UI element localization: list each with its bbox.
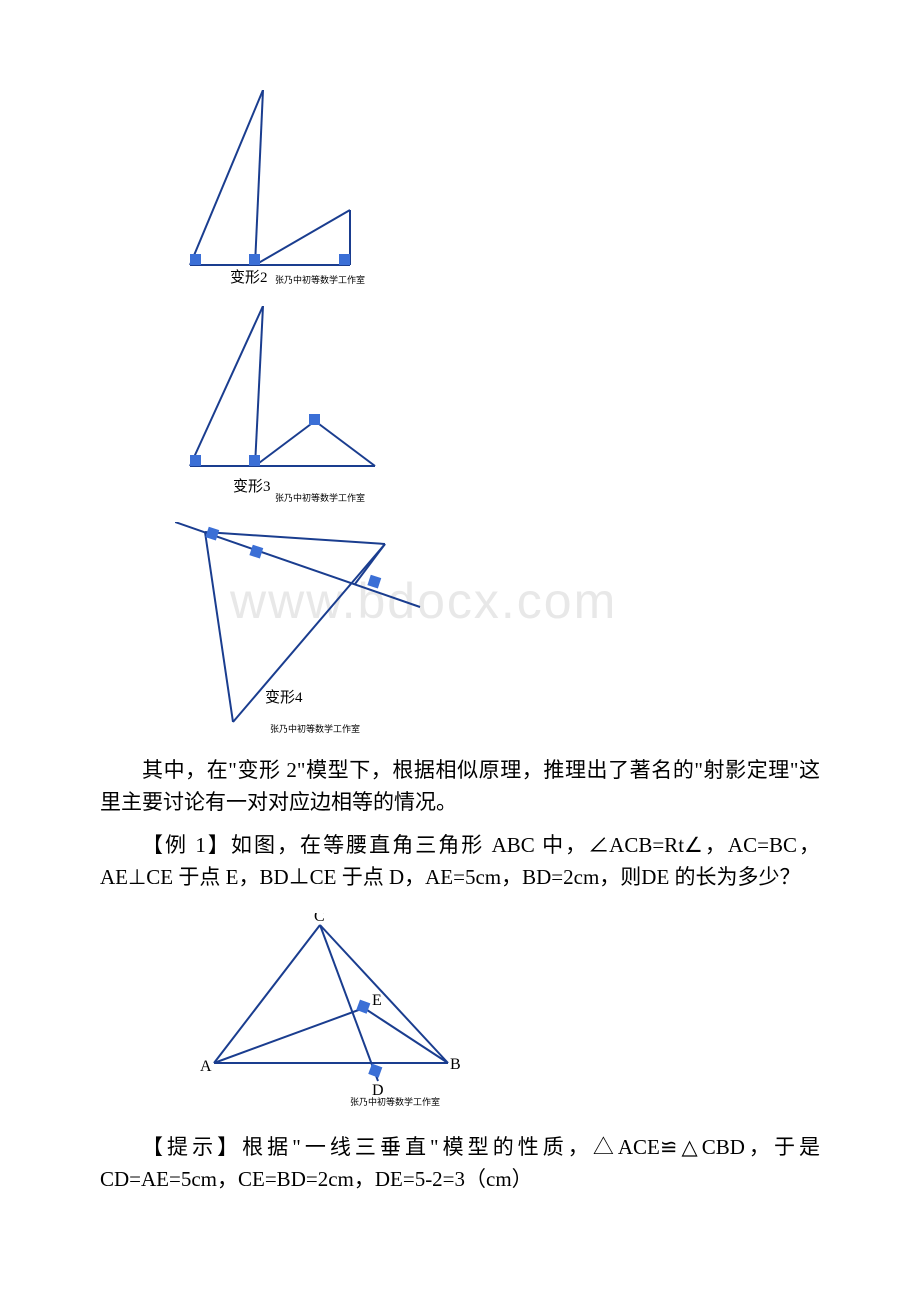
label-C: C	[314, 913, 325, 925]
figure-example-1: A B C E D 张乃中初等数学工作室	[200, 913, 820, 1114]
diagram-variant-2: 变形2 张乃中初等数学工作室	[175, 90, 415, 290]
diagram-variant-4: 变形4 张乃中初等数学工作室	[175, 522, 435, 737]
figure-variant-4: 变形4 张乃中初等数学工作室	[175, 522, 820, 743]
paragraph-hint: 【提示】根据"一线三垂直"模型的性质，△ACE≌△CBD，于是CD=AE=5cm…	[100, 1132, 820, 1195]
small-watermark-ex1: 张乃中初等数学工作室	[350, 1096, 440, 1107]
label-A: A	[200, 1058, 212, 1075]
small-watermark-4: 张乃中初等数学工作室	[270, 723, 360, 734]
caption-variant-4: 变形4	[265, 689, 303, 706]
caption-variant-2: 变形2	[230, 269, 268, 286]
figure-variant-2: 变形2 张乃中初等数学工作室	[175, 90, 820, 296]
small-watermark-2: 张乃中初等数学工作室	[275, 274, 365, 285]
label-E: E	[372, 992, 382, 1009]
label-B: B	[450, 1056, 461, 1073]
paragraph-example-1: 【例 1】如图，在等腰直角三角形 ABC 中，∠ACB=Rt∠，AC=BC，AE…	[100, 830, 820, 893]
small-watermark-3: 张乃中初等数学工作室	[275, 492, 365, 503]
paragraph-intro: 其中，在"变形 2"模型下，根据相似原理，推理出了著名的"射影定理"这里主要讨论…	[100, 755, 820, 818]
caption-variant-3: 变形3	[233, 478, 271, 495]
diagram-example-1: A B C E D 张乃中初等数学工作室	[200, 913, 480, 1108]
figure-variant-3: 变形3 张乃中初等数学工作室	[175, 306, 820, 512]
diagram-variant-3: 变形3 张乃中初等数学工作室	[175, 306, 415, 506]
